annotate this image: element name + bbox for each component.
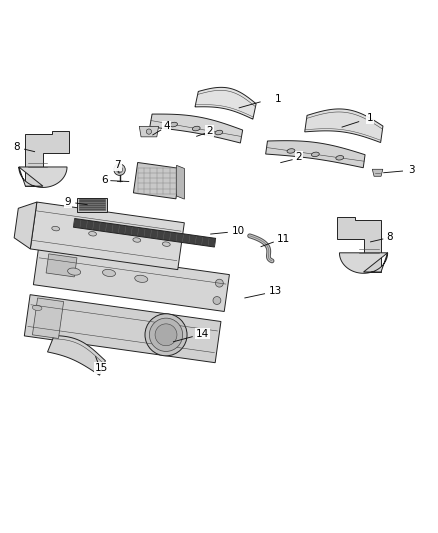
Polygon shape (150, 114, 243, 143)
Ellipse shape (32, 305, 42, 311)
Ellipse shape (135, 275, 148, 282)
Text: 4: 4 (163, 122, 170, 131)
Polygon shape (139, 126, 159, 137)
Ellipse shape (102, 269, 116, 277)
Bar (77, 198, 107, 212)
Text: 3: 3 (408, 165, 415, 175)
Text: 9: 9 (64, 197, 71, 207)
Ellipse shape (52, 227, 60, 231)
Polygon shape (339, 253, 388, 273)
Text: 6: 6 (101, 175, 108, 185)
Bar (79, 199, 105, 210)
Text: 1: 1 (367, 114, 374, 124)
Ellipse shape (67, 268, 81, 275)
Circle shape (149, 318, 183, 351)
Circle shape (114, 164, 125, 175)
Circle shape (213, 296, 221, 304)
Polygon shape (46, 254, 77, 277)
Text: 10: 10 (232, 225, 245, 236)
Text: 11: 11 (277, 235, 290, 244)
Text: 2: 2 (206, 126, 213, 136)
Polygon shape (134, 163, 180, 199)
Polygon shape (195, 87, 256, 119)
Polygon shape (19, 167, 67, 188)
Ellipse shape (88, 231, 96, 236)
Text: 7: 7 (114, 160, 121, 171)
Circle shape (155, 324, 177, 346)
Ellipse shape (336, 156, 344, 160)
Polygon shape (25, 295, 221, 363)
Text: 14: 14 (196, 328, 209, 338)
Text: 8: 8 (13, 142, 20, 152)
Polygon shape (305, 109, 383, 142)
Ellipse shape (215, 130, 223, 135)
Circle shape (117, 167, 123, 173)
Polygon shape (48, 336, 106, 375)
Polygon shape (74, 219, 215, 247)
Polygon shape (266, 141, 365, 168)
Ellipse shape (287, 149, 295, 153)
Circle shape (146, 129, 152, 134)
Polygon shape (337, 217, 381, 272)
Text: 1: 1 (275, 94, 282, 104)
Polygon shape (177, 165, 184, 199)
Ellipse shape (311, 152, 319, 157)
Ellipse shape (192, 126, 200, 131)
Ellipse shape (162, 242, 170, 246)
Polygon shape (372, 169, 383, 176)
Circle shape (215, 279, 223, 287)
Polygon shape (32, 298, 64, 338)
Text: 13: 13 (268, 286, 282, 296)
Ellipse shape (170, 122, 177, 127)
Polygon shape (25, 131, 69, 186)
Text: 2: 2 (295, 151, 302, 161)
Text: 8: 8 (386, 232, 393, 242)
Polygon shape (30, 202, 184, 270)
Ellipse shape (133, 238, 141, 242)
Circle shape (145, 314, 187, 356)
Polygon shape (14, 202, 37, 249)
Polygon shape (33, 248, 230, 311)
Text: 15: 15 (95, 363, 108, 373)
